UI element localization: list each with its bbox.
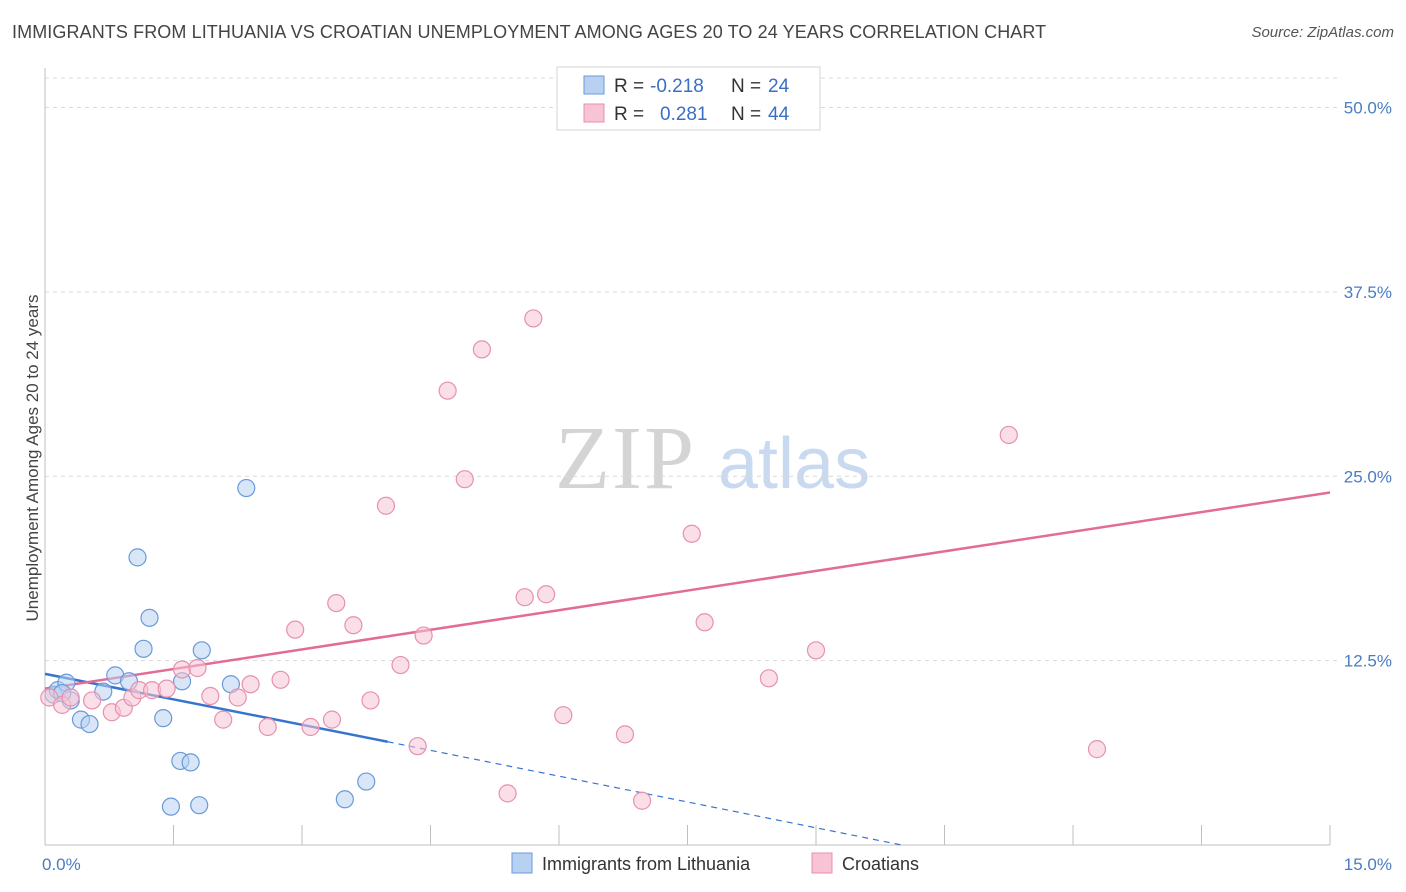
point-croatians-37 — [632, 791, 652, 810]
x-tick-label-1: 15.0% — [1344, 855, 1392, 874]
scatter-points — [40, 309, 1107, 816]
point-croatians-12 — [201, 686, 220, 706]
watermark-atlas: atlas — [718, 424, 870, 504]
point-lithuania-12 — [154, 709, 173, 728]
point-croatians-13 — [214, 710, 233, 729]
y-axis-label: Unemployment Among Ages 20 to 24 years — [23, 295, 42, 622]
axes — [44, 68, 1331, 846]
point-croatians-26 — [408, 737, 427, 756]
legend-bottom-label-croatians: Croatians — [842, 854, 919, 874]
point-croatians-34 — [537, 585, 556, 604]
point-lithuania-11 — [140, 608, 159, 627]
point-croatians-23 — [361, 691, 380, 710]
legend-n-label-blue: N = — [731, 76, 761, 97]
point-croatians-19 — [301, 717, 320, 737]
point-croatians-30 — [472, 340, 491, 359]
point-croatians-28 — [438, 381, 457, 400]
point-lithuania-17 — [190, 796, 209, 815]
legend-r-value-blue: -0.218 — [650, 76, 704, 97]
point-lithuania-18 — [161, 797, 181, 816]
point-croatians-24 — [376, 496, 396, 515]
point-croatians-18 — [286, 620, 305, 639]
point-croatians-29 — [455, 470, 474, 489]
legend-bottom-swatch-lithuania — [511, 852, 533, 874]
legend-bottom-swatch-croatians — [811, 852, 833, 874]
y-tick-label-1: 25.0% — [1344, 467, 1392, 486]
point-croatians-25 — [391, 655, 410, 675]
point-croatians-31 — [498, 784, 517, 803]
point-lithuania-20 — [237, 478, 256, 498]
trend-lines — [44, 491, 1331, 846]
point-croatians-11 — [188, 658, 207, 678]
point-lithuania-15 — [181, 753, 200, 772]
point-croatians-42 — [999, 425, 1018, 445]
legend-bottom-label-lithuania: Immigrants from Lithuania — [542, 854, 751, 874]
point-croatians-20 — [322, 710, 342, 729]
legend-n-value-blue: 24 — [768, 76, 790, 97]
point-croatians-38 — [682, 524, 701, 543]
legend-swatch-pink — [583, 103, 605, 123]
trend-line-croatians — [44, 491, 1331, 690]
point-croatians-2 — [61, 688, 80, 707]
gridlines — [45, 77, 1340, 662]
point-croatians-10 — [172, 660, 192, 679]
chart-source: Source: ZipAtlas.com — [1251, 24, 1394, 41]
point-croatians-16 — [258, 717, 277, 737]
point-croatians-39 — [695, 613, 714, 632]
watermark-zip: ZIP — [555, 409, 696, 508]
legend-bottom: Immigrants from Lithuania Croatians — [511, 852, 919, 874]
point-lithuania-22 — [357, 772, 376, 791]
legend-n-value-pink: 44 — [768, 104, 790, 125]
y-tick-label-2: 37.5% — [1344, 283, 1392, 302]
point-croatians-22 — [344, 616, 363, 635]
legend-r-value-pink: 0.281 — [660, 104, 708, 125]
point-lithuania-9 — [128, 548, 147, 567]
legend-r-label-blue: R = — [614, 76, 644, 97]
legend-n-label-pink: N = — [731, 104, 761, 125]
point-croatians-36 — [615, 725, 635, 744]
point-lithuania-5 — [80, 714, 99, 734]
point-croatians-41 — [806, 641, 826, 660]
legend-r-label-pink: R = — [614, 104, 644, 125]
point-croatians-17 — [271, 670, 290, 689]
point-croatians-15 — [241, 675, 260, 694]
point-croatians-35 — [554, 706, 573, 725]
point-croatians-14 — [228, 688, 247, 707]
y-tick-labels: 12.5% 25.0% 37.5% 50.0% — [1344, 99, 1392, 671]
point-croatians-21 — [327, 593, 346, 613]
point-croatians-43 — [1087, 740, 1107, 759]
point-lithuania-21 — [335, 790, 354, 809]
point-lithuania-16 — [192, 641, 211, 660]
point-croatians-27 — [414, 626, 433, 645]
y-tick-label-3: 50.0% — [1344, 99, 1392, 118]
x-tick-label-0: 0.0% — [42, 855, 81, 874]
point-croatians-3 — [83, 691, 102, 710]
legend-swatch-blue — [583, 75, 605, 95]
legend-top: R = -0.218 N = 24 R = 0.281 N = 44 — [556, 66, 821, 131]
point-croatians-32 — [515, 588, 534, 607]
point-croatians-33 — [524, 309, 543, 328]
x-tick-labels: 0.0% 15.0% — [42, 855, 1392, 874]
point-croatians-40 — [759, 669, 778, 688]
point-croatians-9 — [157, 679, 176, 698]
chart-title: IMMIGRANTS FROM LITHUANIA VS CROATIAN UN… — [12, 22, 1047, 42]
point-lithuania-10 — [134, 639, 153, 658]
y-tick-label-0: 12.5% — [1344, 652, 1392, 671]
